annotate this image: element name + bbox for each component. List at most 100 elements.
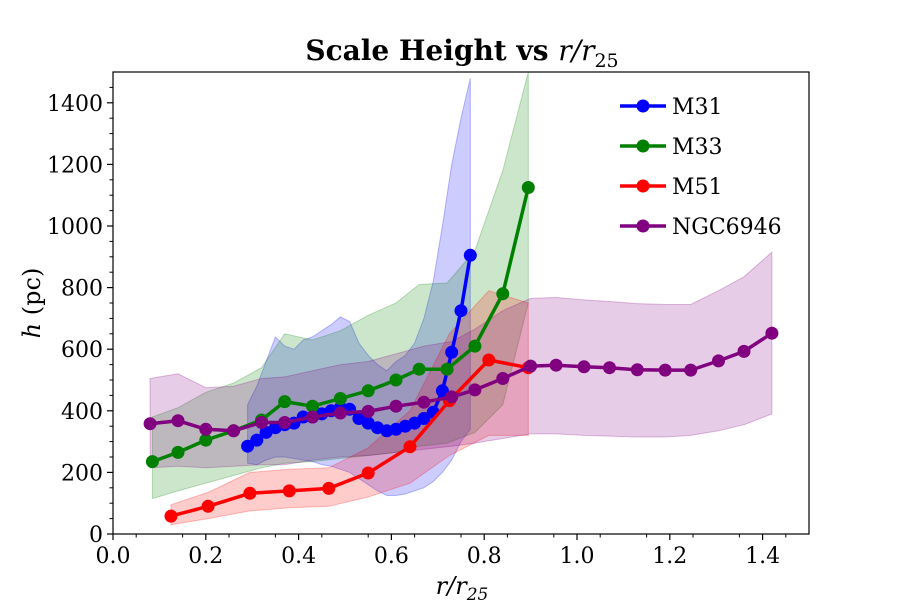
y-axis-label-var: h [18,323,46,338]
data-point-m33 [389,373,403,387]
x-tick-label: 0.4 [281,544,316,569]
legend-marker [636,179,650,193]
title-sub: 25 [594,50,618,72]
data-point-ngc6946 [603,361,616,375]
x-axis-label-sub: 25 [466,585,489,600]
x-tick-label: 0.0 [96,544,131,569]
legend-item-m31: M31 [620,95,723,120]
legend-label: NGC6946 [672,215,782,240]
y-tick-label: 400 [61,400,103,425]
data-point-m31 [241,439,255,453]
data-point-m33 [171,445,185,459]
series-line-m51 [170,358,529,518]
data-point-m51 [403,440,417,454]
data-point-ngc6946 [737,344,751,358]
data-point-m33 [333,392,347,405]
y-axis-label-unit: (pc) [18,268,46,323]
x-axis-label: r/r25 [436,572,489,600]
legend-label: M33 [672,135,723,160]
legend: M31 M33 M51 NGC6946 [620,95,782,240]
data-point-m33 [412,362,426,376]
y-tick-label: 200 [61,461,103,486]
y-tick-label: 800 [61,277,103,302]
data-point-ngc6946 [712,354,725,368]
legend-marker [636,219,650,233]
data-point-m31 [463,248,477,262]
data-point-ngc6946 [577,360,591,374]
series-m31 [241,248,477,453]
data-point-ngc6946 [255,416,268,429]
data-point-ngc6946 [143,417,157,431]
data-point-ngc6946 [171,414,185,428]
y-tick-label: 0 [89,523,103,548]
chart-title: Scale Height vs r/r25 [305,34,618,72]
data-point-m51 [282,484,296,498]
x-axis-label-var: r/r [436,572,469,600]
x-tick-label: 0.2 [188,544,223,569]
data-point-m51 [322,481,336,495]
data-point-m51 [164,509,178,523]
data-point-m31 [417,412,431,425]
title-main: Scale Height vs [305,34,558,67]
data-point-m33 [468,339,482,353]
data-point-m33 [278,395,292,409]
legend-item-m51: M51 [620,175,723,200]
data-point-ngc6946 [524,359,538,373]
axes: 0.0 0.2 0.4 0.6 0.8 1.0 1.2 1.4 0 200 400 600 800 100… [47,71,810,569]
x-tick-label: 0.6 [374,544,409,569]
data-point-ngc6946 [389,399,403,413]
data-point-ngc6946 [765,326,779,340]
data-point-ngc6946 [227,424,241,438]
x-tick-label: 0.8 [467,544,502,569]
x-tick-label: 1.2 [652,544,687,569]
data-point-m51 [201,499,215,513]
error-band-m33 [151,72,529,500]
data-point-ngc6946 [199,422,213,436]
y-tick-label: 600 [61,338,103,363]
data-point-ngc6946 [278,416,292,429]
legend-item-ngc6946: NGC6946 [620,215,782,240]
y-tick-label: 1200 [47,153,103,178]
data-point-ngc6946 [630,363,644,377]
legend-label: M51 [672,175,723,200]
data-point-ngc6946 [306,410,319,424]
y-tick-label: 1400 [47,92,103,117]
data-point-ngc6946 [496,372,510,385]
data-point-m33 [145,455,159,469]
series-m33 [145,181,535,469]
x-tick-label: 1.0 [560,544,595,569]
title-var: r/r [558,34,596,67]
y-tick-label: 1000 [47,215,103,240]
data-point-m33 [306,399,319,413]
legend-label: M31 [672,95,723,120]
data-point-ngc6946 [468,383,482,397]
data-point-m51 [243,486,257,500]
x-tick-label: 1.4 [745,544,780,569]
data-point-ngc6946 [684,363,698,377]
data-point-m31 [250,433,264,447]
data-point-m31 [445,345,459,359]
data-point-m31 [454,304,468,318]
data-point-m33 [440,362,454,376]
series-ngc6946 [143,326,779,438]
error-band-m31 [247,78,471,496]
legend-marker [636,99,650,113]
data-point-m51 [482,353,496,367]
data-point-ngc6946 [333,406,347,420]
data-point-m33 [496,287,510,301]
data-point-m33 [361,384,375,398]
data-point-m31 [435,384,449,398]
legend-item-m33: M33 [620,135,723,160]
data-point-ngc6946 [658,363,672,377]
data-point-ngc6946 [445,390,459,404]
legend-marker [636,139,650,153]
data-point-ngc6946 [549,358,563,372]
data-point-m33 [521,181,535,194]
data-point-m51 [361,466,375,480]
series-lines [143,181,779,523]
y-axis-label: h (pc) [18,268,46,339]
data-point-m33 [199,433,213,447]
data-point-ngc6946 [417,395,431,409]
